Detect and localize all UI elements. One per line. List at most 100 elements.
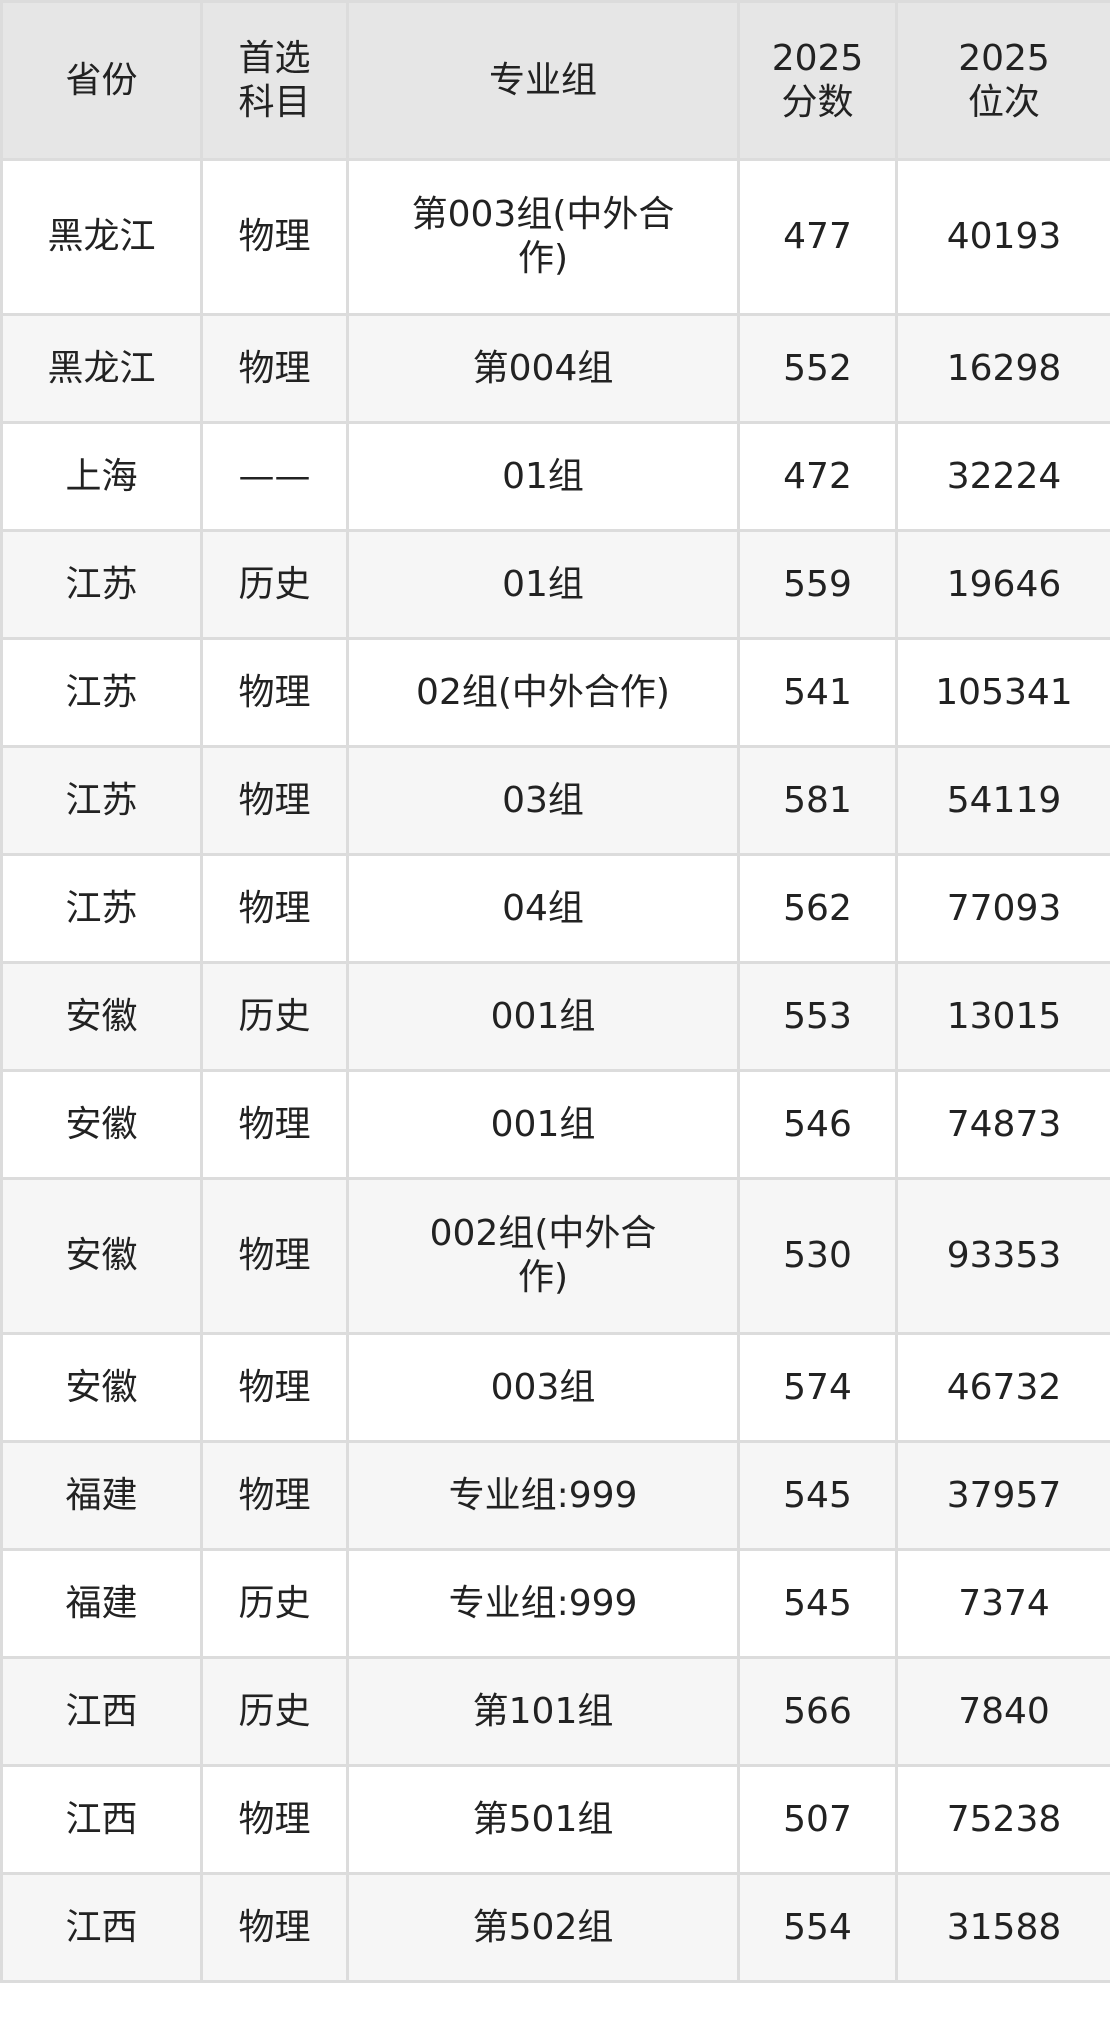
cell-group: 第501组 bbox=[346, 1764, 740, 1875]
cell-subject: 物理 bbox=[200, 745, 349, 856]
cell-subject: 物理 bbox=[200, 1764, 349, 1875]
cell-rank: 75238 bbox=[895, 1764, 1110, 1875]
table-row: 安徽 物理 001组 546 74873 bbox=[0, 1069, 1110, 1180]
cell-province: 江西 bbox=[0, 1764, 203, 1875]
cell-subject: 历史 bbox=[200, 529, 349, 640]
cell-score: 559 bbox=[737, 529, 898, 640]
cell-rank: 105341 bbox=[895, 637, 1110, 748]
cell-province: 安徽 bbox=[0, 961, 203, 1072]
cell-group: 01组 bbox=[346, 421, 740, 532]
table-row: 江苏 物理 03组 581 54119 bbox=[0, 745, 1110, 856]
cell-rank: 46732 bbox=[895, 1332, 1110, 1443]
cell-subject: 历史 bbox=[200, 961, 349, 1072]
cell-province: 江苏 bbox=[0, 637, 203, 748]
header-group: 专业组 bbox=[346, 0, 740, 161]
cell-score: 545 bbox=[737, 1440, 898, 1551]
cell-group: 001组 bbox=[346, 1069, 740, 1180]
cell-score: 574 bbox=[737, 1332, 898, 1443]
cell-group: 专业组:999 bbox=[346, 1440, 740, 1551]
cell-subject: 物理 bbox=[200, 1332, 349, 1443]
cell-rank: 32224 bbox=[895, 421, 1110, 532]
cell-province: 福建 bbox=[0, 1440, 203, 1551]
table-row: 黑龙江 物理 第003组(中外合作) 477 40193 bbox=[0, 158, 1110, 316]
cell-province: 安徽 bbox=[0, 1069, 203, 1180]
cell-rank: 77093 bbox=[895, 853, 1110, 964]
cell-group: 04组 bbox=[346, 853, 740, 964]
cell-rank: 54119 bbox=[895, 745, 1110, 856]
cell-province: 江西 bbox=[0, 1872, 203, 1983]
cell-score: 562 bbox=[737, 853, 898, 964]
cell-subject: 历史 bbox=[200, 1656, 349, 1767]
cell-province: 福建 bbox=[0, 1548, 203, 1659]
table-row: 黑龙江 物理 第004组 552 16298 bbox=[0, 313, 1110, 424]
cell-province: 江西 bbox=[0, 1656, 203, 1767]
cell-group: 03组 bbox=[346, 745, 740, 856]
cell-group: 第101组 bbox=[346, 1656, 740, 1767]
table-row: 江西 历史 第101组 566 7840 bbox=[0, 1656, 1110, 1767]
admission-scores-table: 省份 首选 科目 专业组 2025 分数 2025 位次 黑龙江 物理 第003组(… bbox=[0, 0, 1110, 1983]
header-score: 2025 分数 bbox=[737, 0, 898, 161]
cell-group: 专业组:999 bbox=[346, 1548, 740, 1659]
table-header-row: 省份 首选 科目 专业组 2025 分数 2025 位次 bbox=[0, 0, 1110, 161]
cell-group: 002组(中外合作) bbox=[346, 1177, 740, 1335]
cell-subject: 物理 bbox=[200, 1177, 349, 1335]
cell-rank: 19646 bbox=[895, 529, 1110, 640]
cell-group: 02组(中外合作) bbox=[346, 637, 740, 748]
cell-subject: —— bbox=[200, 421, 349, 532]
cell-province: 上海 bbox=[0, 421, 203, 532]
cell-province: 安徽 bbox=[0, 1332, 203, 1443]
cell-score: 472 bbox=[737, 421, 898, 532]
header-subject: 首选 科目 bbox=[200, 0, 349, 161]
cell-score: 507 bbox=[737, 1764, 898, 1875]
cell-province: 黑龙江 bbox=[0, 158, 203, 316]
table-row: 上海 —— 01组 472 32224 bbox=[0, 421, 1110, 532]
table-row: 江苏 物理 02组(中外合作) 541 105341 bbox=[0, 637, 1110, 748]
cell-rank: 7374 bbox=[895, 1548, 1110, 1659]
cell-province: 江苏 bbox=[0, 853, 203, 964]
header-rank: 2025 位次 bbox=[895, 0, 1110, 161]
cell-group: 001组 bbox=[346, 961, 740, 1072]
cell-score: 477 bbox=[737, 158, 898, 316]
cell-province: 江苏 bbox=[0, 745, 203, 856]
cell-rank: 93353 bbox=[895, 1177, 1110, 1335]
cell-rank: 74873 bbox=[895, 1069, 1110, 1180]
table-row: 江苏 物理 04组 562 77093 bbox=[0, 853, 1110, 964]
table-row: 安徽 历史 001组 553 13015 bbox=[0, 961, 1110, 1072]
cell-subject: 物理 bbox=[200, 313, 349, 424]
cell-group: 第003组(中外合作) bbox=[346, 158, 740, 316]
cell-group: 003组 bbox=[346, 1332, 740, 1443]
table-row: 安徽 物理 003组 574 46732 bbox=[0, 1332, 1110, 1443]
cell-score: 552 bbox=[737, 313, 898, 424]
cell-subject: 物理 bbox=[200, 1872, 349, 1983]
cell-province: 黑龙江 bbox=[0, 313, 203, 424]
cell-rank: 37957 bbox=[895, 1440, 1110, 1551]
cell-subject: 物理 bbox=[200, 1069, 349, 1180]
cell-province: 江苏 bbox=[0, 529, 203, 640]
table-row: 福建 物理 专业组:999 545 37957 bbox=[0, 1440, 1110, 1551]
cell-score: 554 bbox=[737, 1872, 898, 1983]
cell-score: 581 bbox=[737, 745, 898, 856]
table-row: 安徽 物理 002组(中外合作) 530 93353 bbox=[0, 1177, 1110, 1335]
cell-group: 01组 bbox=[346, 529, 740, 640]
header-province: 省份 bbox=[0, 0, 203, 161]
cell-score: 553 bbox=[737, 961, 898, 1072]
cell-score: 566 bbox=[737, 1656, 898, 1767]
cell-rank: 31588 bbox=[895, 1872, 1110, 1983]
cell-province: 安徽 bbox=[0, 1177, 203, 1335]
cell-rank: 16298 bbox=[895, 313, 1110, 424]
table-row: 江西 物理 第501组 507 75238 bbox=[0, 1764, 1110, 1875]
cell-rank: 13015 bbox=[895, 961, 1110, 1072]
table-row: 福建 历史 专业组:999 545 7374 bbox=[0, 1548, 1110, 1659]
cell-rank: 40193 bbox=[895, 158, 1110, 316]
cell-subject: 物理 bbox=[200, 853, 349, 964]
cell-group: 第004组 bbox=[346, 313, 740, 424]
cell-subject: 物理 bbox=[200, 1440, 349, 1551]
cell-subject: 物理 bbox=[200, 637, 349, 748]
cell-score: 546 bbox=[737, 1069, 898, 1180]
cell-subject: 历史 bbox=[200, 1548, 349, 1659]
cell-subject: 物理 bbox=[200, 158, 349, 316]
table-row: 江苏 历史 01组 559 19646 bbox=[0, 529, 1110, 640]
cell-rank: 7840 bbox=[895, 1656, 1110, 1767]
table-row: 江西 物理 第502组 554 31588 bbox=[0, 1872, 1110, 1983]
cell-score: 530 bbox=[737, 1177, 898, 1335]
